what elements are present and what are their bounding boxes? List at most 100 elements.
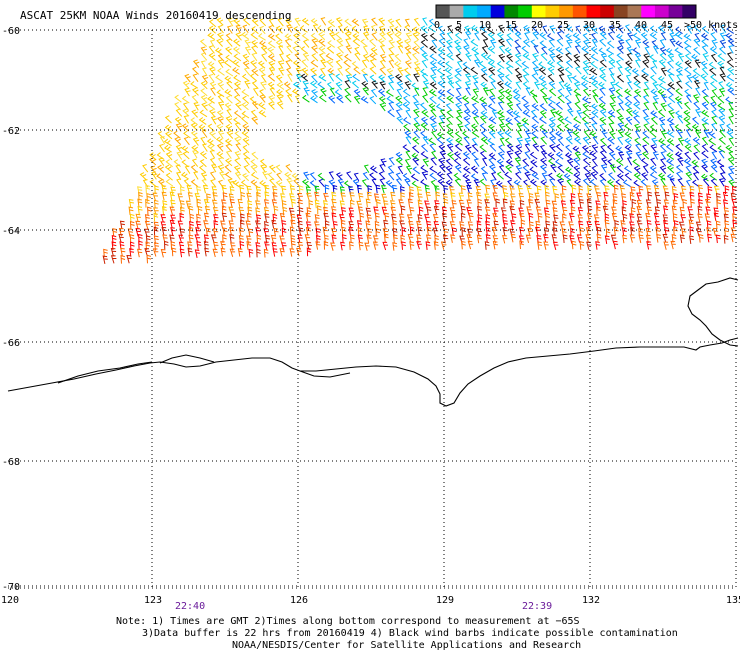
wind-barb [657, 75, 666, 84]
wind-barb [692, 165, 700, 174]
wind-barb [466, 199, 472, 208]
wind-barb [451, 200, 457, 209]
wind-barb [454, 164, 462, 173]
wind-barb [710, 178, 718, 187]
wind-barb [144, 228, 150, 238]
wind-barb [129, 213, 135, 223]
wind-barb [479, 25, 487, 33]
wind-barb [381, 206, 388, 216]
wind-barb [369, 52, 377, 61]
wind-barb [592, 136, 599, 145]
wind-barb [622, 200, 627, 209]
wind-barb [221, 212, 227, 222]
wind-barb [505, 117, 513, 126]
wind-barb [649, 129, 657, 138]
wind-barb [459, 221, 465, 230]
wind-barb [471, 143, 479, 152]
wind-barb [535, 206, 542, 215]
wind-barb [354, 52, 361, 61]
wind-barb [697, 205, 703, 215]
wind-barb [578, 220, 584, 230]
wind-barb [701, 25, 710, 34]
wind-barb [290, 240, 296, 250]
wind-barb [599, 31, 607, 40]
wind-barb [685, 128, 692, 138]
wind-barb [531, 60, 539, 69]
wind-barb [498, 144, 505, 153]
wind-barb [676, 129, 683, 138]
wind-barb [610, 234, 617, 244]
wind-barb [160, 249, 167, 258]
wind-barb [723, 213, 729, 223]
wind-barb [173, 130, 181, 139]
wind-barb [675, 61, 683, 69]
wind-barb [225, 46, 233, 55]
wind-barb [549, 130, 557, 139]
wind-barb [178, 241, 185, 251]
wind-barb [275, 33, 283, 42]
wind-barb [217, 24, 224, 34]
wind-barb [200, 46, 208, 55]
wind-barb [412, 166, 420, 175]
wind-barb [634, 88, 642, 98]
wind-barb [360, 38, 368, 47]
wind-barb [363, 25, 370, 34]
wind-barb [421, 73, 429, 82]
wind-barb [128, 199, 134, 208]
wind-barb [654, 221, 661, 230]
wind-barb [599, 87, 606, 96]
wind-barb [615, 145, 624, 154]
wind-barb [212, 248, 218, 258]
wind-barb [546, 60, 555, 68]
wind-barb [217, 32, 224, 41]
wind-barb [548, 39, 555, 48]
wind-barb [331, 198, 337, 208]
wind-barb [372, 235, 379, 244]
wind-barb [362, 73, 369, 83]
wind-barb [594, 220, 600, 230]
wind-barb [514, 39, 522, 48]
wind-barb [175, 164, 182, 173]
wind-barb [200, 95, 208, 104]
wind-barb [164, 124, 173, 133]
wind-barb [662, 234, 669, 243]
wind-barb [604, 219, 610, 229]
wind-barb [250, 164, 258, 173]
wind-barb [127, 228, 133, 237]
wind-barb [641, 73, 649, 82]
wind-barb [169, 234, 175, 244]
wind-barb [301, 179, 310, 188]
wind-barb [502, 213, 508, 223]
wind-barb [420, 122, 428, 131]
wind-barb [192, 59, 200, 68]
wind-barb [339, 200, 345, 209]
wind-barb [404, 158, 411, 168]
wind-barb [439, 109, 446, 118]
wind-barb [479, 123, 488, 132]
wind-barb [421, 52, 429, 61]
wind-barb [599, 150, 607, 159]
wind-barb [581, 45, 589, 54]
wind-barb [624, 137, 632, 146]
wind-barb [506, 24, 514, 33]
wind-barb [600, 157, 608, 166]
wind-barb [512, 110, 521, 118]
wind-barb [403, 67, 412, 76]
wind-barb [572, 32, 581, 41]
wind-barb [467, 192, 473, 202]
colorbar-swatch [518, 5, 533, 18]
wind-barb [138, 240, 143, 250]
wind-barb [233, 88, 241, 97]
wind-barb [570, 206, 576, 216]
wind-barb [700, 60, 708, 70]
wind-barb [120, 247, 126, 257]
wind-barb [426, 220, 432, 230]
wind-barb [547, 152, 556, 160]
wind-barb [552, 207, 558, 216]
wind-barb [622, 234, 628, 244]
wind-barb [238, 235, 244, 244]
wind-barb [209, 109, 216, 118]
wind-barb [317, 25, 326, 33]
wind-barb [420, 151, 429, 159]
wind-barb [624, 66, 632, 75]
